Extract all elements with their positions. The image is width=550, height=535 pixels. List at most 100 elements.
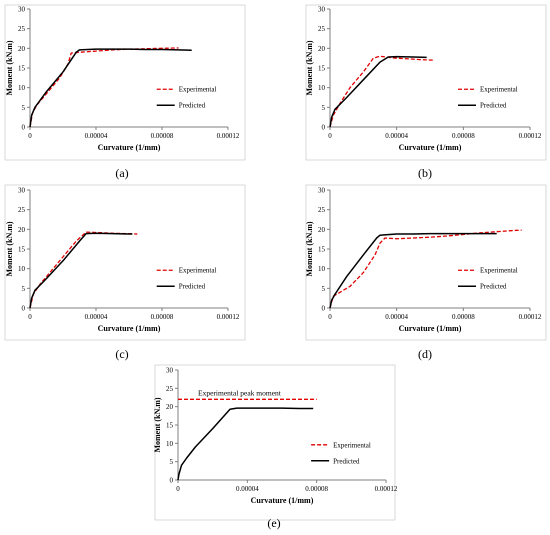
y-tick-label: 20 [166, 403, 174, 411]
chart-frame [305, 184, 547, 341]
x-axis-title: Curvature (1/mm) [399, 143, 462, 152]
y-tick-label: 15 [166, 422, 174, 430]
chart-panel-4: 0 5 10 15 20 25 30 0 0.00004 0.00008 0.00012 Curvat… [305, 184, 547, 361]
y-tick-label: 10 [18, 265, 26, 273]
y-tick-label: 25 [18, 206, 26, 214]
predicted-series-line [177, 407, 314, 481]
y-axis-title: Moment (kN.m) [305, 40, 314, 95]
experimental-series-line [329, 229, 522, 309]
x-tick-label: 0.00004 [85, 132, 108, 140]
x-tick-label: 0.00008 [452, 313, 475, 321]
y-tick-label: 20 [18, 226, 26, 234]
y-tick-label: 30 [18, 187, 26, 195]
x-tick-label: 0 [28, 132, 32, 140]
x-axis-title: Curvature (1/mm) [98, 324, 161, 333]
x-tick-label: 0.00004 [385, 132, 408, 140]
y-tick-label: 25 [18, 25, 26, 33]
x-tick-label: 0.00004 [385, 313, 408, 321]
x-tick-label: 0.00012 [217, 132, 240, 140]
y-tick-label: 15 [318, 246, 326, 254]
y-tick-label: 15 [18, 246, 26, 254]
y-tick-label: 30 [18, 6, 26, 14]
x-tick-label: 0.00004 [85, 313, 108, 321]
x-tick-label: 0.00008 [452, 132, 475, 140]
legend-label: Experimental [480, 86, 518, 94]
y-axis-title: Moment (kN.m) [5, 40, 14, 95]
chart-frame [154, 364, 396, 521]
y-tick-label: 20 [318, 226, 326, 234]
y-tick-label: 15 [18, 65, 26, 73]
chart-panel-3: 0 5 10 15 20 25 30 0 0.00004 0.00008 0.00012 Curvat… [4, 184, 246, 361]
panel-caption: (a) [115, 166, 128, 180]
y-tick-label: 5 [322, 104, 326, 112]
legend-label: Predicted [480, 102, 507, 110]
legend-label: Predicted [179, 102, 206, 110]
legend-label: Experimental [480, 267, 518, 275]
y-tick-label: 5 [322, 285, 326, 293]
y-tick-label: 30 [318, 187, 326, 195]
y-tick-label: 10 [166, 440, 174, 448]
y-tick-label: 10 [18, 84, 26, 92]
chart-panel-2: 0 5 10 15 20 25 30 0 0.00004 0.00008 0.00012 Curvat… [305, 4, 547, 180]
x-axis-title: Curvature (1/mm) [251, 496, 314, 505]
chart-panel-5: 0 5 10 15 20 25 30 0 0.00004 0.00008 0.00012 Curvat… [153, 364, 398, 530]
y-tick-label: 0 [22, 124, 26, 132]
x-tick-label: 0.00012 [519, 313, 542, 321]
y-tick-label: 25 [318, 25, 326, 33]
chart-frame [4, 4, 246, 161]
y-tick-label: 15 [318, 65, 326, 73]
chart-frame [4, 184, 246, 341]
x-axis-title: Curvature (1/mm) [399, 324, 462, 333]
x-tick-label: 0 [28, 313, 32, 321]
y-tick-label: 0 [322, 124, 326, 132]
predicted-series-line [29, 232, 133, 309]
experimental-series-line [29, 231, 138, 309]
x-tick-label: 0.00004 [236, 485, 259, 493]
y-axis-title: Moment (kN.m) [305, 221, 314, 276]
y-axis-title: Moment (kN.m) [153, 397, 162, 452]
legend-label: Predicted [480, 283, 507, 291]
y-tick-label: 30 [318, 6, 326, 14]
panel-caption: (d) [418, 347, 432, 361]
x-tick-label: 0 [176, 485, 180, 493]
predicted-series-line [329, 55, 427, 128]
x-axis-title: Curvature (1/mm) [98, 143, 161, 152]
legend-label: Experimental [333, 441, 371, 449]
chart-frame [305, 4, 547, 161]
y-tick-label: 20 [318, 45, 326, 53]
panel-caption: (e) [267, 516, 280, 530]
y-axis-title: Moment (kN.m) [5, 221, 14, 276]
annotation-label: Experimental peak moment [198, 388, 282, 397]
y-tick-label: 25 [166, 385, 174, 393]
experimental-series-line [29, 47, 179, 128]
predicted-series-line [329, 232, 497, 309]
y-tick-label: 0 [22, 305, 26, 313]
y-tick-label: 5 [22, 285, 26, 293]
x-tick-label: 0.00012 [519, 132, 542, 140]
y-tick-label: 0 [322, 305, 326, 313]
y-tick-label: 0 [170, 477, 174, 485]
panel-caption: (c) [115, 347, 128, 361]
y-tick-label: 20 [18, 45, 26, 53]
x-tick-label: 0.00008 [305, 485, 328, 493]
legend-label: Experimental [179, 267, 217, 275]
chart-panel-1: 0 5 10 15 20 25 30 0 0.00004 0.00008 0.00012 Curvat… [4, 4, 246, 180]
legend-label: Experimental [179, 86, 217, 94]
x-tick-label: 0.00012 [217, 313, 240, 321]
x-tick-label: 0.00008 [151, 132, 174, 140]
x-tick-label: 0 [328, 132, 332, 140]
legend-label: Predicted [179, 283, 206, 291]
y-tick-label: 5 [170, 458, 174, 466]
y-tick-label: 30 [166, 367, 174, 375]
x-tick-label: 0.00012 [375, 485, 398, 493]
x-tick-label: 0 [328, 313, 332, 321]
y-tick-label: 5 [22, 104, 26, 112]
x-tick-label: 0.00008 [151, 313, 174, 321]
y-tick-label: 10 [318, 265, 326, 273]
legend-label: Predicted [333, 457, 360, 465]
experimental-series-line [329, 55, 434, 128]
panel-caption: (b) [418, 166, 432, 180]
y-tick-label: 25 [318, 206, 326, 214]
predicted-series-line [29, 48, 192, 128]
